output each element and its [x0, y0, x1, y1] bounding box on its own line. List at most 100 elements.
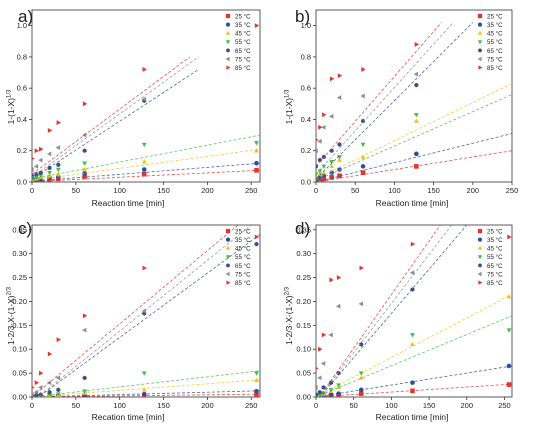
legend-label: 35 °C — [487, 237, 503, 244]
data-point — [141, 371, 147, 376]
x-tick-label: 250 — [245, 186, 258, 195]
data-point — [321, 124, 326, 130]
data-point — [329, 159, 335, 165]
y-tick-label: 0.30 — [296, 249, 311, 258]
data-point — [361, 67, 366, 72]
data-point — [410, 341, 415, 347]
legend-marker — [477, 237, 483, 242]
data-point — [47, 389, 52, 395]
data-point — [33, 163, 39, 169]
data-point — [506, 294, 512, 299]
data-point — [358, 371, 364, 376]
legend-marker — [478, 263, 482, 268]
data-point — [32, 167, 34, 172]
data-point — [414, 164, 419, 169]
y-tick-label: 0.0 — [301, 178, 311, 187]
data-point — [337, 73, 343, 79]
data-area — [316, 225, 512, 397]
legend-marker — [225, 237, 231, 242]
y-axis-label: 1-(1-X)1/3 — [284, 89, 294, 124]
legend-marker — [477, 245, 483, 250]
data-point — [254, 167, 259, 173]
data-point — [321, 332, 327, 338]
legend-marker — [225, 228, 231, 234]
data-point — [34, 380, 40, 386]
data-point — [316, 392, 318, 397]
data-point — [317, 392, 323, 397]
data-point — [336, 370, 341, 376]
data-point — [141, 387, 147, 392]
legend-label: 75 °C — [235, 271, 251, 278]
data-point — [409, 270, 415, 276]
data-point — [336, 383, 342, 388]
data-point — [329, 76, 335, 82]
legend-label: 75 °C — [235, 56, 251, 63]
legend-marker — [226, 48, 230, 53]
y-tick-label: 0.15 — [12, 321, 27, 330]
data-point — [506, 328, 512, 333]
fit-line — [316, 94, 512, 181]
legend-label: 25 °C — [235, 228, 251, 235]
data-point — [361, 118, 366, 124]
data-point — [317, 171, 323, 176]
y-tick-label: 0.35 — [296, 225, 311, 234]
data-point — [506, 363, 512, 369]
x-tick-label: 0 — [30, 186, 34, 195]
x-axis-label: Recation time [min] — [92, 412, 165, 422]
fit-line — [32, 169, 260, 182]
data-point — [141, 142, 147, 148]
data-point — [254, 392, 259, 397]
data-point — [329, 277, 334, 283]
legend-marker — [477, 40, 483, 45]
data-point — [337, 173, 342, 179]
legend-label: 85 °C — [487, 280, 503, 287]
data-point — [254, 241, 259, 247]
data-point — [360, 142, 366, 148]
plot-frame — [31, 9, 261, 183]
data-point — [328, 388, 334, 393]
legend-marker — [226, 280, 231, 285]
data-point — [142, 67, 147, 72]
legend-marker — [226, 263, 230, 268]
y-tick-label: 0.20 — [296, 297, 311, 306]
y-tick-label: 0.30 — [12, 249, 27, 258]
data-point — [359, 265, 364, 271]
data-point — [141, 96, 146, 102]
y-tick-label: 0.2 — [301, 146, 311, 155]
data-point — [335, 303, 341, 309]
data-point — [316, 173, 319, 178]
legend-marker — [477, 30, 483, 35]
data-point — [414, 151, 419, 157]
fit-line — [316, 22, 474, 180]
y-tick-label: 0.25 — [12, 273, 27, 282]
x-tick-label: 100 — [113, 186, 126, 195]
legend-label: 25 °C — [487, 13, 503, 20]
data-point — [38, 170, 43, 175]
data-point — [56, 337, 61, 343]
x-tick-label: 0 — [314, 401, 318, 410]
x-axis-label: Reaction time [min] — [92, 198, 165, 208]
data-point — [329, 163, 335, 169]
data-point — [410, 241, 416, 247]
data-point — [413, 113, 419, 118]
data-point — [47, 351, 53, 357]
data-point — [141, 391, 147, 397]
data-point — [82, 171, 87, 176]
data-point — [329, 113, 334, 119]
x-tick-label: 200 — [461, 401, 474, 410]
legend-marker — [477, 228, 483, 234]
panel-a: a) 1-(1-X)1/3 Reaction time [min] 0 50 100… — [6, 7, 261, 208]
fit-line — [316, 22, 442, 167]
panel-label: c) — [18, 219, 32, 238]
legend-label: 35 °C — [235, 22, 251, 29]
legend-label: 85 °C — [235, 280, 251, 287]
y-tick-label: 1.0 — [301, 21, 311, 30]
data-point — [328, 392, 334, 397]
data-point — [46, 151, 52, 157]
data-point — [82, 161, 88, 166]
data-point — [254, 23, 260, 29]
data-point — [337, 142, 342, 147]
data-point — [329, 175, 334, 180]
y-tick-label: 0.8 — [17, 52, 27, 61]
